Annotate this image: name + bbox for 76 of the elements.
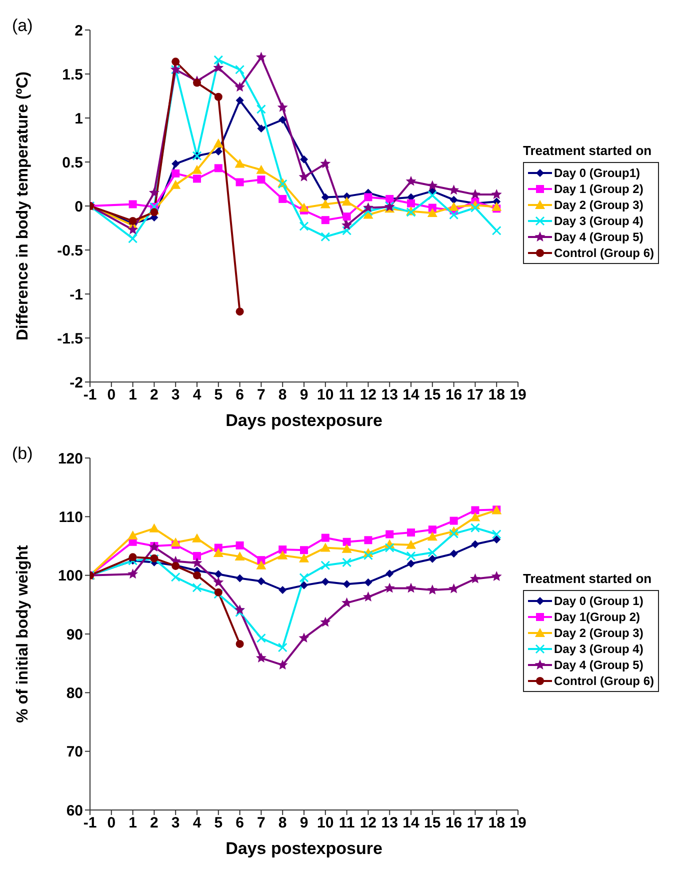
y-axis-title: % of initial body weight (14, 544, 32, 723)
x-tick-label: 13 (381, 814, 398, 832)
chart-title: (a) (12, 16, 33, 36)
x-axis-title: Days postexposure (226, 839, 382, 858)
legend-label: Day 0 (Group 1) (554, 594, 644, 608)
x-tick-label: 17 (466, 814, 484, 832)
x-tick-label: 6 (236, 386, 244, 404)
legend-label: Day 3 (Group 4) (554, 642, 644, 656)
legend-title: Treatment started on (523, 143, 653, 158)
x-tick-label: 3 (171, 386, 180, 404)
x-tick-label: 3 (171, 814, 180, 832)
x-tick-label: 6 (236, 814, 244, 832)
y-tick-label: 0.5 (62, 154, 83, 172)
y-tick-label: 110 (58, 508, 83, 526)
y-tick-label: 90 (66, 626, 83, 644)
x-tick-label: 12 (360, 386, 377, 404)
legend-label: Control (Group 6) (554, 674, 654, 688)
y-tick-label: 0 (74, 198, 83, 216)
x-tick-label: 9 (300, 814, 308, 832)
x-tick-label: 19 (510, 386, 526, 404)
legend-label: Day 1 (Group 2) (554, 182, 644, 196)
x-tick-label: 1 (128, 386, 137, 404)
x-tick-label: 0 (107, 814, 116, 832)
legend-label: Day 4 (Group 5) (554, 230, 644, 244)
x-tick-label: 10 (317, 386, 334, 404)
y-tick-label: 80 (66, 684, 83, 702)
x-tick-label: 13 (381, 386, 398, 404)
x-tick-label: 14 (402, 386, 420, 404)
y-tick-label: -0.5 (57, 242, 83, 260)
y-tick-label: 1.5 (62, 66, 83, 84)
x-tick-label: 15 (424, 386, 441, 404)
y-tick-label: 100 (58, 568, 83, 585)
x-tick-label: 5 (214, 386, 223, 404)
y-tick-label: 120 (58, 450, 83, 468)
x-tick-label: 10 (317, 814, 334, 832)
legend-title: Treatment started on (523, 571, 653, 586)
x-tick-label: 1 (128, 814, 137, 832)
legend-label: Day 1(Group 2) (554, 610, 640, 624)
x-tick-label: 9 (300, 386, 308, 404)
x-tick-label: 8 (278, 386, 287, 404)
x-tick-label: 0 (107, 386, 116, 404)
y-tick-label: -1.5 (57, 330, 83, 348)
y-tick-label: -1 (70, 286, 83, 304)
x-tick-label: 4 (192, 814, 202, 832)
x-axis-title: Days postexposure (226, 411, 382, 430)
x-tick-label: 11 (338, 386, 355, 404)
x-tick-label: 16 (445, 814, 462, 832)
x-tick-label: 19 (510, 814, 526, 832)
x-tick-label: 5 (214, 814, 223, 832)
x-tick-label: 18 (488, 386, 505, 404)
y-tick-label: -2 (70, 374, 83, 392)
x-tick-label: 15 (424, 814, 441, 832)
x-tick-label: 14 (402, 814, 420, 832)
legend-label: Day 0 (Group1) (554, 166, 640, 180)
x-tick-label: 2 (150, 386, 158, 404)
y-tick-label: 2 (74, 22, 83, 40)
legend-label: Day 4 (Group 5) (554, 658, 644, 672)
y-tick-label: 1 (74, 110, 83, 128)
x-tick-label: 4 (192, 386, 202, 404)
legend-label: Control (Group 6) (554, 246, 654, 260)
y-tick-label: 60 (66, 802, 83, 820)
legend-label: Day 3 (Group 4) (554, 214, 644, 228)
y-tick-label: 70 (66, 744, 83, 761)
x-tick-label: 12 (360, 814, 377, 832)
legend-label: Day 2 (Group 3) (554, 626, 644, 640)
x-tick-label: 7 (257, 386, 266, 404)
x-tick-label: 7 (257, 814, 266, 832)
x-tick-label: 8 (278, 814, 287, 832)
y-axis-title: Difference in body temperature (ºC) (14, 72, 32, 340)
x-tick-label: 17 (466, 386, 484, 404)
x-tick-label: 18 (488, 814, 505, 832)
x-tick-label: 11 (338, 814, 355, 832)
legend-label: Day 2 (Group 3) (554, 198, 644, 212)
chart-title: (b) (12, 444, 33, 464)
x-tick-label: 16 (445, 386, 462, 404)
x-tick-label: 2 (150, 814, 158, 832)
